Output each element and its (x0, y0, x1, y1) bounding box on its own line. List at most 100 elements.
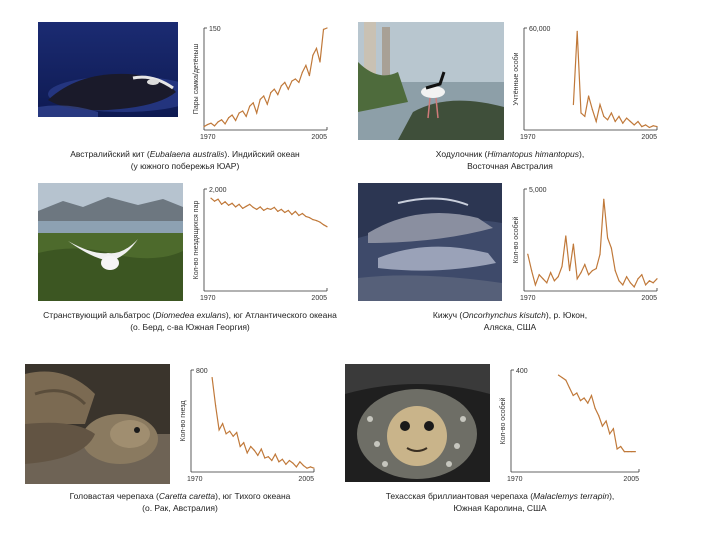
stilt-photo (358, 22, 504, 140)
terrapin-image (345, 364, 490, 482)
data-point (601, 425, 604, 427)
data-point (260, 448, 262, 450)
data-point (252, 102, 254, 104)
sea-turtle-photo (25, 364, 170, 484)
caption-location: Южная Каролина, США (453, 503, 547, 513)
x-end-label: 2005 (298, 476, 314, 483)
y-max-label: 400 (516, 368, 528, 375)
data-point (281, 458, 283, 460)
data-point (627, 451, 629, 453)
x-start-label: 1970 (200, 295, 216, 302)
data-point (572, 103, 574, 106)
data-point (595, 120, 597, 123)
data-point (302, 465, 305, 467)
series-line (203, 27, 328, 128)
data-point (607, 119, 609, 121)
data-point (242, 207, 244, 209)
data-point (599, 253, 601, 255)
data-point (270, 92, 272, 94)
data-point (603, 198, 605, 200)
data-point (626, 117, 628, 119)
y-axis-label: Кол-во гнезд (180, 400, 187, 441)
data-point (236, 431, 238, 434)
data-point (315, 220, 318, 222)
data-point (623, 451, 625, 453)
data-point (291, 213, 293, 216)
data-point (538, 274, 540, 276)
data-point (245, 115, 247, 117)
data-point (246, 452, 248, 454)
data-point (267, 456, 269, 458)
data-point (224, 201, 226, 203)
data-point (587, 402, 589, 404)
data-point (287, 209, 289, 212)
data-point (603, 115, 605, 117)
data-point (580, 112, 582, 114)
data-point (266, 207, 268, 209)
data-point (264, 457, 266, 459)
data-point (213, 200, 216, 202)
data-point (557, 276, 559, 278)
data-point (565, 235, 567, 237)
latin-name: Himantopus himantopus (487, 149, 579, 159)
data-point (217, 198, 219, 200)
data-point (217, 121, 219, 123)
y-max-label: 150 (209, 26, 221, 33)
data-point (284, 81, 286, 83)
data-point (622, 122, 624, 124)
data-point (301, 71, 303, 73)
data-point (626, 276, 628, 278)
y-max-label: 800 (196, 368, 208, 375)
data-point (553, 280, 555, 282)
data-point (609, 433, 611, 435)
data-point (271, 459, 273, 462)
data-point (527, 253, 529, 255)
data-point (610, 247, 612, 249)
data-point (584, 115, 586, 117)
series-line (558, 374, 636, 453)
data-point (312, 54, 314, 56)
data-point (277, 94, 279, 96)
data-point (295, 466, 298, 468)
data-point (294, 210, 296, 213)
chart-salmon: 5,000 1970 2005 Кол-во особей (512, 187, 658, 302)
caption-location: Восточная Австралия (467, 161, 553, 171)
data-point (242, 110, 244, 112)
whale-image (38, 22, 178, 117)
data-point (319, 221, 321, 223)
data-point (294, 78, 296, 80)
data-point (633, 286, 635, 288)
data-point (220, 119, 223, 121)
data-point (277, 210, 279, 213)
data-point (273, 88, 275, 90)
data-point (210, 197, 212, 199)
data-point (610, 112, 612, 114)
data-point (614, 120, 616, 123)
caption-text: Кижуч ( (432, 310, 463, 320)
data-point (629, 282, 631, 284)
salmon-image (358, 183, 502, 301)
data-point (618, 280, 620, 282)
x-end-label: 2005 (311, 134, 327, 141)
data-point (215, 405, 217, 407)
data-point (235, 206, 237, 208)
data-point (629, 120, 631, 123)
data-point (231, 114, 233, 116)
caption-text: Головастая черепаха ( (69, 491, 159, 501)
data-point (210, 122, 212, 124)
caption-terrapin: Техасская бриллиантовая черепаха (Malacl… (330, 490, 670, 514)
data-point (256, 208, 258, 210)
data-point (238, 112, 240, 114)
data-point (232, 435, 234, 437)
y-axis-label: Кол-во особей (499, 398, 507, 445)
data-point (308, 75, 311, 77)
data-point (287, 88, 289, 90)
data-point (572, 394, 574, 397)
data-point (652, 282, 654, 284)
data-point (252, 206, 254, 208)
data-point (319, 61, 321, 63)
data-point (550, 272, 552, 274)
salmon-photo (358, 183, 502, 301)
data-point (637, 120, 639, 123)
data-point (250, 445, 252, 448)
